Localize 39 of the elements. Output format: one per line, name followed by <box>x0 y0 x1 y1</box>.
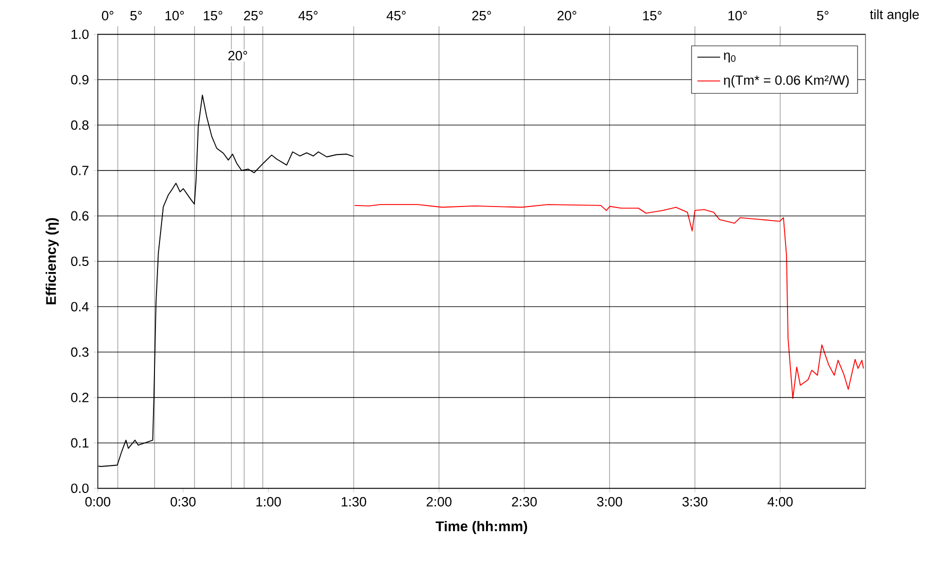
text: 5° <box>817 10 828 20</box>
y-tick-label: 0.6 <box>71 211 89 221</box>
x-tick-label: 0:30 <box>170 497 196 506</box>
text: 45° <box>386 10 406 20</box>
x-tick-label: 3:30 <box>682 497 708 506</box>
y-axis-title: Efficiency (η) <box>46 218 59 304</box>
y-tick-label: 0.7 <box>71 166 88 176</box>
y-tick-label: 0.5 <box>71 256 89 266</box>
x-tick-label: 1:00 <box>256 497 281 506</box>
y-tick-label: 0.0 <box>71 484 89 494</box>
text: 25° <box>244 10 263 20</box>
y-tick-label: 0.8 <box>71 120 89 130</box>
text: 20° <box>558 10 576 20</box>
x-tick-label: 1:30 <box>342 497 366 506</box>
x-tick-label: 2:30 <box>512 497 537 506</box>
text: tilt angle <box>870 9 919 22</box>
y-tick-label: 0.1 <box>71 438 88 448</box>
text: 15° <box>643 10 662 20</box>
y-tick-label: 1.0 <box>72 30 89 40</box>
x-tick-label: 3:00 <box>597 497 622 506</box>
text: 10° <box>166 10 184 20</box>
x-tick-label: 4:00 <box>768 497 793 506</box>
y-tick-label: 0.3 <box>71 347 89 357</box>
line-series <box>354 204 864 399</box>
x-tick-label: 2:00 <box>426 497 452 506</box>
x-axis-title: Time (hh:mm) <box>436 520 528 534</box>
text: 25° <box>472 10 491 20</box>
annotation: 20° <box>228 50 248 60</box>
y-tick-label: 0.2 <box>71 392 88 402</box>
y-tick-label: 0.9 <box>71 74 88 84</box>
text: 10° <box>728 10 747 20</box>
x-tick-label: 0:00 <box>85 497 110 506</box>
legend-label: η$_{0}$ <box>724 52 736 63</box>
text: 5° <box>130 10 142 20</box>
text: 45° <box>298 10 318 20</box>
y-tick-label: 0.4 <box>71 302 89 312</box>
text: 15° <box>204 10 222 20</box>
text: 0° <box>102 10 114 20</box>
legend-label: η(Tm* = 0.06 Km²/W) <box>724 75 849 88</box>
